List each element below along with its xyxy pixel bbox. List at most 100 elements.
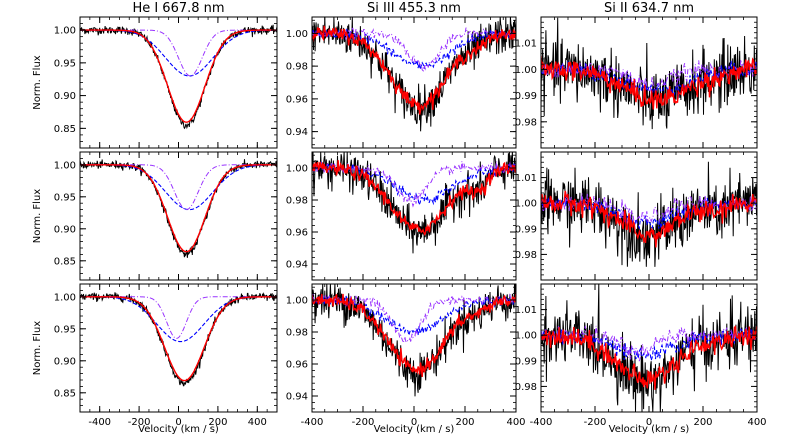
y-tick-label: 0.99 — [515, 224, 537, 235]
x-tick-label: 400 — [747, 417, 766, 428]
x-tick-label: 0 — [646, 417, 652, 428]
x-tick-label: 200 — [693, 417, 712, 428]
column-title-2: Si III 455.3 nm — [367, 1, 461, 16]
y-tick-label: 1.01 — [515, 39, 537, 50]
y-tick-label: 0.98 — [515, 382, 537, 393]
observed-spectrum-line — [312, 17, 516, 132]
y-tick-label: 1.00 — [515, 331, 537, 342]
y-axis-label: Norm. Flux — [32, 55, 43, 110]
y-tick-label: 1.01 — [515, 305, 537, 316]
component-1-line — [541, 194, 757, 230]
y-tick-label: 0.96 — [286, 94, 308, 105]
panel-c1-r1: 0.85 0.90 0.95 1.00 — [54, 16, 278, 149]
y-tick-label: 0.96 — [286, 228, 308, 239]
x-tick-label: -400 — [530, 417, 553, 428]
column-title-1: He I 667.8 nm — [132, 1, 224, 16]
panel-c3-r3: 0.98 0.99 1.00 1.01 -400 -200 0 200 400 — [515, 283, 767, 428]
y-tick-label: 0.85 — [54, 256, 76, 267]
x-tick-label: 0 — [175, 417, 181, 428]
observed-spectrum-line — [541, 161, 757, 267]
component-1-line — [541, 327, 757, 361]
x-tick-label: 200 — [208, 417, 227, 428]
x-tick-label: 0 — [411, 417, 417, 428]
y-tick-label: 0.90 — [54, 224, 76, 235]
component-1-line — [80, 164, 277, 211]
panel-c2-r2: 0.94 0.96 0.98 1.00 — [286, 151, 517, 281]
model-line — [312, 292, 516, 377]
y-tick-label: 0.95 — [54, 192, 76, 203]
y-tick-label: 1.00 — [286, 29, 308, 40]
panel-c3-r1: 0.98 0.99 1.00 1.01 — [515, 16, 758, 149]
x-tick-label: -200 — [584, 417, 607, 428]
x-axis-label: Velocity (km / s) — [609, 424, 690, 435]
y-tick-label: 1.00 — [515, 199, 537, 210]
panel-frame — [79, 283, 278, 413]
y-tick-label: 0.94 — [286, 127, 308, 138]
model-line — [541, 325, 757, 390]
observed-spectrum-line — [80, 292, 277, 387]
component-2-line — [312, 293, 516, 344]
y-tick-label: 0.95 — [54, 58, 76, 69]
y-tick-label: 0.99 — [515, 91, 537, 102]
component-1-line — [80, 296, 277, 343]
x-axis-label: Velocity (km / s) — [374, 424, 455, 435]
panel-frame — [540, 283, 758, 413]
panel-c2-r1: 0.94 0.96 0.98 1.00 — [286, 16, 517, 149]
y-tick-label: 1.00 — [54, 160, 76, 171]
y-tick-label: 0.85 — [54, 124, 76, 135]
observed-spectrum-line — [312, 284, 516, 397]
y-tick-label: 0.98 — [286, 328, 308, 339]
column-title-3: Si II 634.7 nm — [604, 1, 694, 16]
panel-frame — [79, 151, 278, 281]
model-line — [312, 25, 516, 115]
observed-spectrum-line — [80, 24, 277, 130]
x-axis-label: Velocity (km / s) — [138, 424, 219, 435]
y-tick-label: 1.00 — [286, 296, 308, 307]
component-2-line — [80, 164, 277, 211]
y-tick-label: 0.98 — [286, 196, 308, 207]
x-tick-label: 400 — [506, 417, 525, 428]
model-line — [80, 29, 277, 123]
panel-c1-r2: 0.85 0.90 0.95 1.00 — [54, 151, 278, 281]
y-tick-label: 0.90 — [54, 91, 76, 102]
x-tick-label: -400 — [301, 417, 324, 428]
y-tick-label: 1.00 — [54, 26, 76, 37]
y-tick-label: 1.00 — [286, 164, 308, 175]
y-tick-label: 0.94 — [286, 392, 308, 403]
component-1-line — [312, 293, 516, 336]
model-line — [80, 296, 277, 382]
y-tick-label: 0.94 — [286, 260, 308, 271]
y-tick-label: 1.00 — [54, 292, 76, 303]
model-line — [541, 190, 757, 248]
observed-spectrum-line — [80, 159, 277, 258]
component-1-line — [80, 29, 277, 77]
y-tick-label: 0.98 — [515, 117, 537, 128]
component-2-line — [541, 325, 757, 362]
model-line — [80, 164, 277, 253]
x-tick-label: -400 — [88, 417, 111, 428]
x-tick-label: 400 — [248, 417, 267, 428]
y-tick-label: 0.98 — [515, 250, 537, 261]
model-line — [312, 160, 516, 236]
y-tick-label: 0.96 — [286, 360, 308, 371]
x-tick-label: -200 — [352, 417, 375, 428]
y-tick-label: 0.95 — [54, 324, 76, 335]
component-2-line — [80, 296, 277, 339]
y-tick-label: 0.99 — [515, 356, 537, 367]
y-tick-label: 0.85 — [54, 388, 76, 399]
observed-spectrum-line — [541, 284, 757, 412]
y-tick-label: 0.90 — [54, 356, 76, 367]
y-axis-label: Norm. Flux — [32, 189, 43, 244]
panel-frame — [79, 16, 278, 149]
y-tick-label: 1.00 — [515, 65, 537, 76]
y-tick-label: 0.98 — [286, 62, 308, 73]
component-2-line — [80, 29, 277, 77]
y-tick-label: 1.01 — [515, 173, 537, 184]
y-axis-label: Norm. Flux — [32, 321, 43, 376]
x-tick-label: -200 — [128, 417, 151, 428]
x-tick-label: 200 — [455, 417, 474, 428]
model-line — [541, 55, 757, 110]
panel-c3-r2: 0.98 0.99 1.00 1.01 — [515, 151, 758, 281]
component-2-line — [312, 27, 516, 72]
